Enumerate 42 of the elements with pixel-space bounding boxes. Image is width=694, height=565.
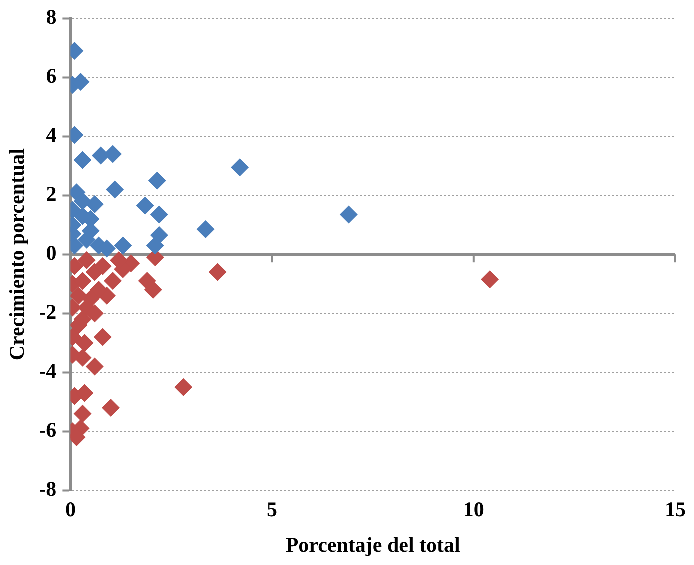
point [76,334,94,352]
point [196,220,215,239]
point [148,172,166,190]
point [231,158,250,177]
y-tick-label: 4 [46,123,58,148]
point [174,378,193,396]
point [136,196,154,215]
point [92,146,110,165]
y-tick-label: -2 [39,300,57,324]
x-tick-label: 10 [463,498,484,522]
y-tick-label: -6 [39,418,57,442]
point [106,180,124,199]
point [146,236,164,255]
point [150,206,168,224]
y-tick-label: 0 [46,241,57,266]
point [86,195,104,214]
y-tick-label: -8 [39,477,57,502]
point [102,399,120,417]
point [481,270,500,289]
point [70,286,88,305]
y-tick-label: 8 [46,5,57,30]
point [104,272,122,290]
point [74,151,92,170]
x-axis-title: Porcentaje del total [286,532,461,557]
x-tick-label: 15 [665,498,686,522]
y-tick-label: 6 [46,64,57,88]
point [208,263,227,282]
y-axis-title: Crecimiento porcentual [5,148,30,361]
y-tick-label: 2 [46,182,57,206]
point [74,404,92,423]
point [340,206,358,224]
point [94,328,112,346]
point [144,281,162,299]
point [104,145,122,164]
point [78,252,96,270]
x-tick-label: 0 [65,498,76,522]
point [90,281,108,299]
x-tick-label: 5 [267,498,278,522]
point [86,358,104,376]
point [74,192,92,210]
point [114,236,132,255]
y-tick-label: -4 [39,359,58,384]
